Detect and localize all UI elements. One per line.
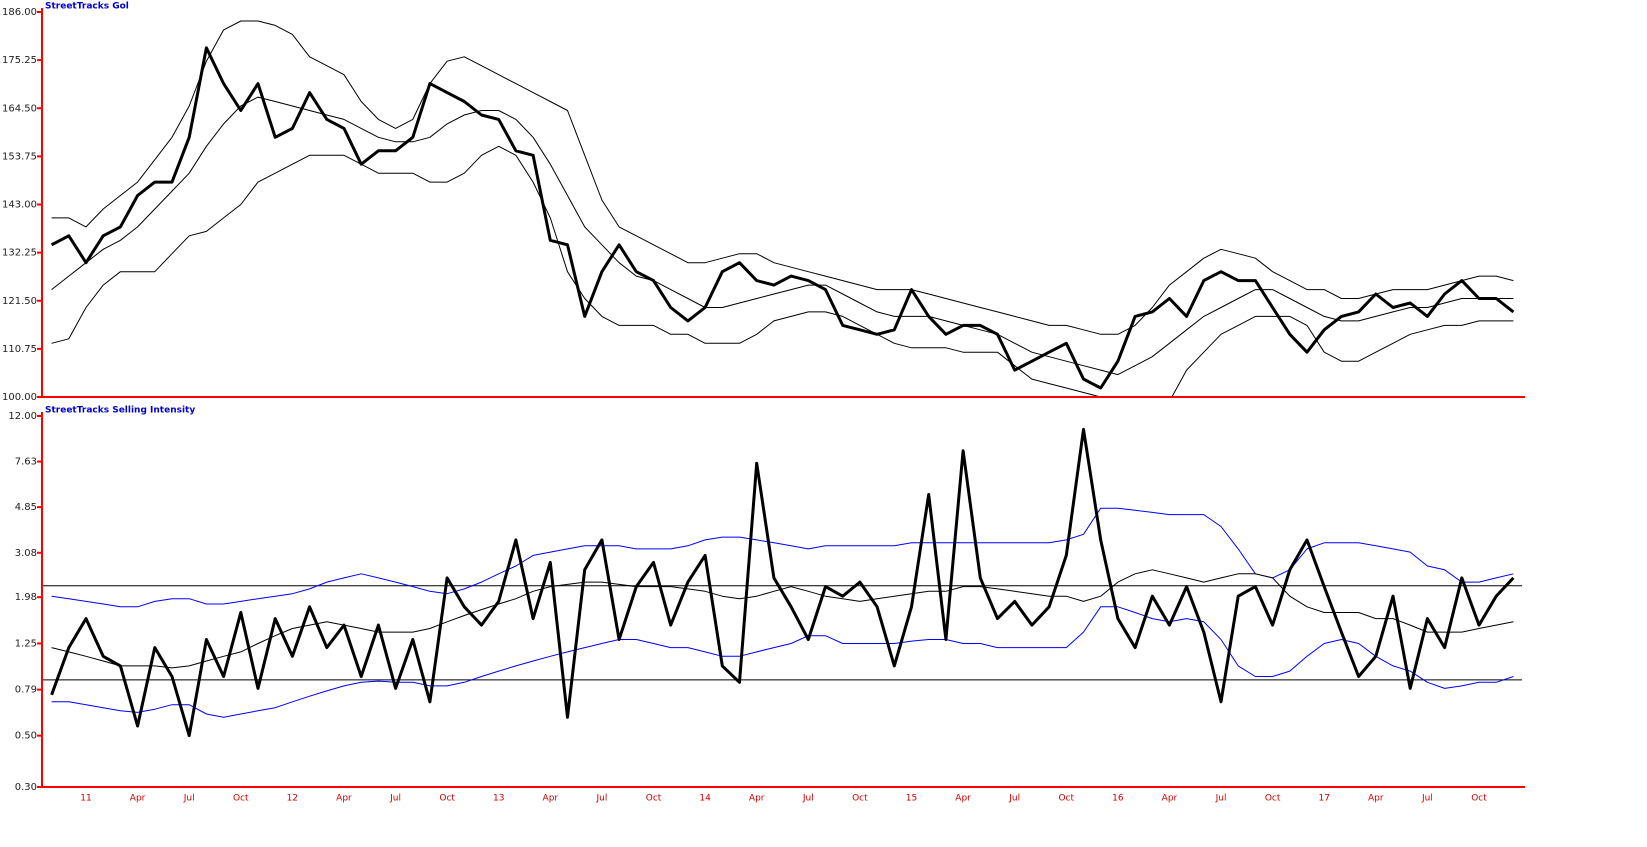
y-tick-label: 1.25	[15, 638, 37, 649]
panel-title: StreetTracks Selling Intensity	[45, 406, 195, 416]
x-tick-label: Jul	[389, 794, 401, 804]
band-line	[51, 569, 1514, 669]
band-line	[51, 145, 1514, 397]
x-tick-label: Apr	[1368, 794, 1384, 804]
y-tick-label: 100.00	[2, 392, 37, 403]
x-tick-label: Jul	[1008, 794, 1020, 804]
x-tick-label: Oct	[1265, 794, 1281, 804]
data-line	[50, 46, 1515, 390]
x-tick-label: Apr	[130, 794, 146, 804]
y-tick-label: 0.30	[15, 782, 37, 793]
y-tick-label: 132.25	[2, 248, 37, 259]
x-tick-label: Oct	[233, 794, 249, 804]
y-tick-label: 0.79	[15, 685, 37, 696]
x-tick-label: Jul	[183, 794, 195, 804]
y-tick-label: 175.25	[2, 55, 37, 66]
x-tick-label: Oct	[852, 794, 868, 804]
band-line	[51, 606, 1514, 718]
band-line	[51, 96, 1514, 376]
y-tick-label: 121.50	[2, 296, 37, 307]
y-tick-label: 3.08	[15, 548, 37, 559]
y-tick-label: 143.00	[2, 200, 37, 211]
x-tick-label: Jul	[1215, 794, 1227, 804]
y-tick-label: 153.75	[2, 151, 37, 162]
x-tick-label: Apr	[336, 794, 352, 804]
data-line	[50, 427, 1515, 738]
x-tick-label: Jul	[595, 794, 607, 804]
x-tick-label: 14	[699, 794, 711, 804]
x-tick-label: Oct	[1058, 794, 1074, 804]
x-tick-label: 13	[493, 794, 504, 804]
x-tick-label: Apr	[749, 794, 765, 804]
y-tick-label: 0.50	[15, 731, 37, 742]
x-tick-label: 16	[1112, 794, 1124, 804]
x-tick-label: Jul	[802, 794, 814, 804]
y-tick-label: 7.63	[15, 457, 37, 468]
x-tick-label: Apr	[543, 794, 559, 804]
x-tick-label: Oct	[439, 794, 455, 804]
x-tick-label: 15	[906, 794, 917, 804]
y-tick-label: 110.75	[2, 344, 37, 355]
y-tick-label: 4.85	[15, 502, 37, 513]
x-tick-label: 12	[287, 794, 298, 804]
x-tick-label: Jul	[1421, 794, 1433, 804]
panel-title: StreetTracks Gol	[45, 2, 129, 12]
x-tick-label: 11	[80, 794, 91, 804]
x-tick-label: Oct	[646, 794, 662, 804]
y-tick-label: 12.00	[8, 411, 37, 422]
x-tick-label: 17	[1319, 794, 1330, 804]
x-tick-label: Oct	[1471, 794, 1487, 804]
y-tick-label: 164.50	[2, 103, 37, 114]
band-line	[51, 20, 1514, 335]
x-tick-label: Apr	[955, 794, 971, 804]
y-tick-label: 186.00	[2, 7, 37, 18]
y-tick-label: 1.98	[15, 592, 37, 603]
x-tick-label: Apr	[1162, 794, 1178, 804]
